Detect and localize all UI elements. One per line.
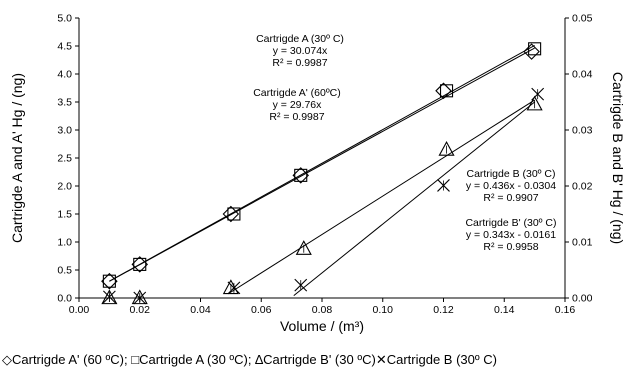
- legend-label-a-prime: Cartrigde A' (60 ºC);: [12, 352, 128, 367]
- y-tick-label: 3.5: [57, 97, 72, 109]
- annotation-line: Cartrigde B (30º C): [466, 168, 555, 180]
- legend-symbol-diamond: ◇: [2, 352, 12, 367]
- y-tick-label: 0.0: [57, 293, 72, 305]
- y2-axis-title: Cartrigde B and B' Hg / (ng): [610, 72, 623, 244]
- square-marker: [294, 168, 308, 182]
- diamond-marker: [101, 272, 118, 290]
- y-tick-label: 3.0: [57, 125, 72, 137]
- triangle-marker: [526, 95, 543, 111]
- diamond-marker: [523, 43, 540, 60]
- x-tick-label: 0.04: [190, 304, 211, 316]
- legend-label-a: Cartrigde A (30 ºC);: [139, 352, 252, 367]
- y-tick-label: 0.5: [57, 265, 72, 277]
- chart-axes: 0.0 0.5 1.0 1.5 2.0 2.5 3.0 3.5 4.0 4.5 5.0 0.00 0.0…: [57, 13, 592, 317]
- annotation-line: y = 29.76x: [273, 99, 322, 111]
- annotation-line: Cartrigde B' (30º C): [465, 217, 556, 229]
- chart-legend: ◇Cartrigde A' (60 ºC); □Cartrigde A (30 …: [2, 352, 623, 368]
- y-tick-label: 1.0: [57, 237, 72, 249]
- y-axis-title: Cartrigde A and A' Hg / (ng): [9, 73, 25, 243]
- diamond-marker: [131, 256, 149, 273]
- x-tick-label: 0.14: [494, 304, 515, 316]
- square-marker: [227, 207, 241, 221]
- annotation-line: R² = 0.9958: [483, 241, 538, 253]
- triangle-marker: [101, 289, 118, 305]
- x-tick-label: 0.02: [130, 304, 151, 316]
- annotation-line: y = 30.074x: [273, 45, 328, 57]
- y-tick-label: 4.5: [57, 41, 72, 53]
- triangle-marker: [131, 289, 148, 305]
- square-marker: [102, 274, 116, 288]
- x-tick-label: 0.16: [555, 304, 576, 316]
- diamond-marker: [222, 205, 240, 223]
- annotation-line: y = 0.343x - 0.0161: [466, 229, 556, 241]
- square-marker: [528, 42, 542, 56]
- y2-tick-label: 0.00: [572, 293, 593, 305]
- legend-symbol-x: ✕: [375, 352, 387, 367]
- diamond-marker: [435, 82, 452, 100]
- x-tick-label: 0.06: [251, 304, 272, 316]
- trend-line: [229, 99, 535, 294]
- y-tick-label: 2.5: [57, 153, 72, 165]
- x-tick-label: 0.08: [312, 304, 333, 316]
- x-tick-label: 0.10: [373, 304, 394, 316]
- annotation-line: Cartrigde A' (60ºC): [253, 87, 341, 99]
- y2-tick-label: 0.03: [572, 125, 593, 137]
- y2-tick-label: 0.01: [572, 237, 593, 249]
- annotation-line: R² = 0.9987: [272, 57, 327, 69]
- legend-label-b: Cartrigde B (30º C): [386, 352, 497, 367]
- y2-tick-label: 0.05: [572, 13, 593, 25]
- legend-symbol-triangle: ∆: [255, 352, 264, 367]
- annotation-line: R² = 0.9907: [483, 192, 538, 204]
- y-tick-label: 1.5: [57, 209, 72, 221]
- annotation-line: Cartrigde A (30º C): [256, 33, 344, 45]
- y2-tick-label: 0.02: [572, 181, 593, 193]
- x-tick-label: 0.12: [433, 304, 454, 316]
- data-markers: [101, 42, 545, 305]
- x-tick-label: 0.00: [69, 304, 90, 316]
- legend-label-b-prime: Cartrigde B' (30 ºC): [263, 352, 376, 367]
- annotation-line: R² = 0.9987: [269, 111, 324, 123]
- trend-lines: [109, 44, 535, 297]
- diamond-marker: [292, 167, 310, 184]
- square-marker: [439, 84, 454, 98]
- annotation-line: y = 0.436x - 0.0304: [466, 180, 556, 192]
- square-marker: [133, 257, 147, 271]
- trend-line: [109, 44, 535, 282]
- trend-line: [293, 101, 535, 297]
- y-tick-label: 5.0: [57, 13, 72, 25]
- legend-symbol-square: □: [131, 352, 140, 367]
- y-tick-label: 2.0: [57, 181, 72, 193]
- x-axis-title: Volume / (m³): [280, 318, 364, 334]
- triangle-marker: [438, 140, 455, 156]
- y-tick-label: 4.0: [57, 69, 72, 81]
- triangle-marker: [295, 240, 312, 255]
- trend-line: [109, 47, 535, 282]
- y2-tick-label: 0.04: [572, 69, 593, 81]
